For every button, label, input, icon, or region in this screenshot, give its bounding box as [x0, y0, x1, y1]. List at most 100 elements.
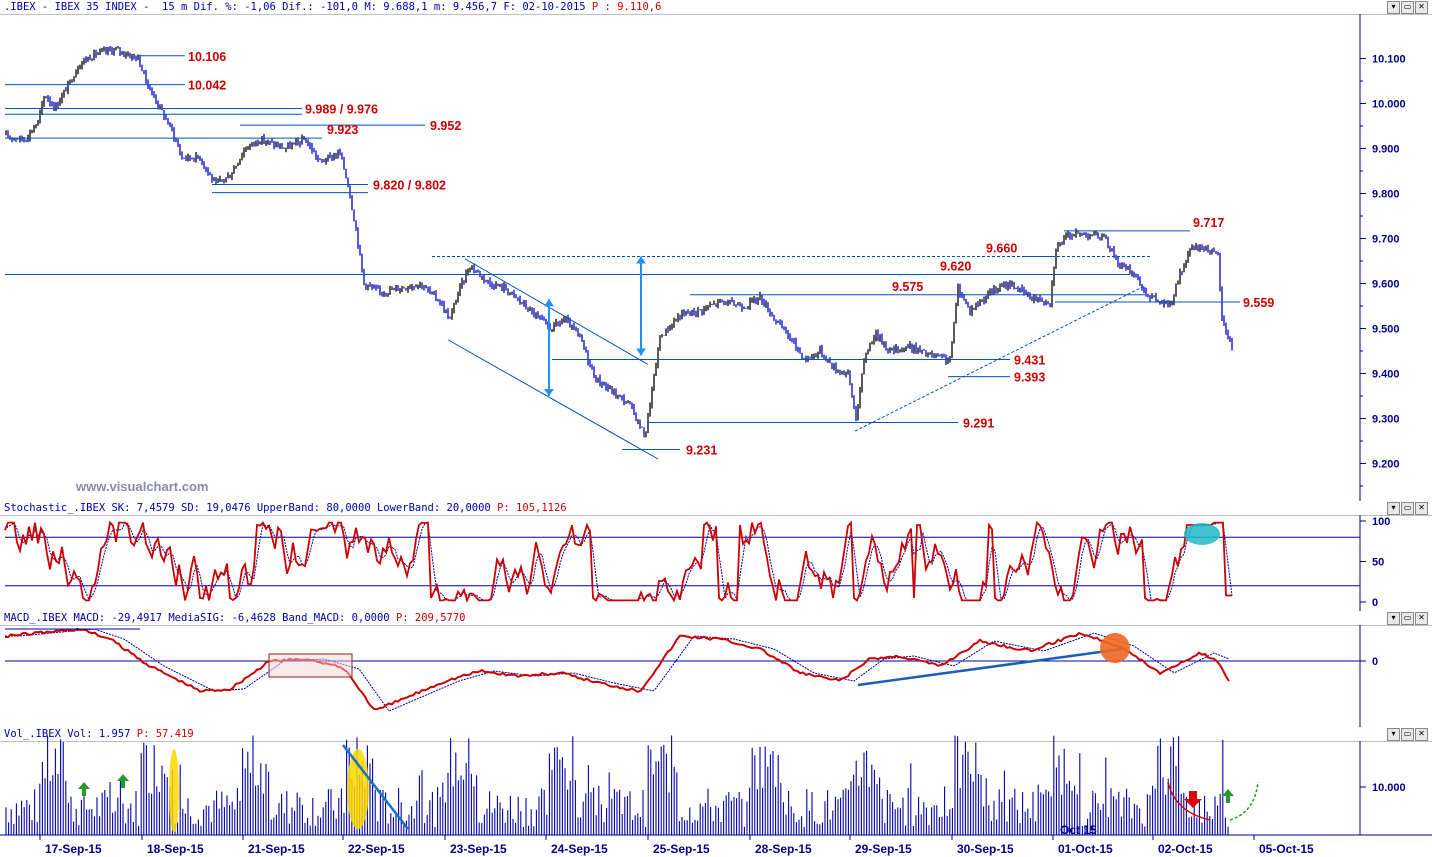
volume-chart[interactable]: 10.000 Oct 15 17-Sep-15 18-Sep-15 21-Sep-15 2… — [0, 727, 1432, 857]
x-axis-tick-label: 01-Oct-15 — [1058, 842, 1113, 856]
minimize-button[interactable]: ▾ — [1387, 1, 1400, 14]
green-up-arrow — [78, 782, 90, 796]
level-label: 9.393 — [1014, 371, 1045, 385]
volume-overlay-label: Oct 15 — [1060, 823, 1097, 837]
level-label: 9.231 — [686, 444, 717, 458]
stoch-header-value: P: 105,1126 — [497, 502, 567, 514]
macd-panel-buttons: ▾ ▭ ✕ — [1387, 612, 1428, 625]
maximize-button[interactable]: ▭ — [1401, 612, 1414, 625]
minimize-button[interactable]: ▾ — [1387, 502, 1400, 515]
macd-y-tick-label: 0 — [1372, 656, 1378, 668]
highlight-circle — [1100, 633, 1130, 663]
x-axis-tick-label: 30-Sep-15 — [957, 842, 1014, 856]
x-axis-tick-label: 29-Sep-15 — [855, 842, 912, 856]
level-label: 9.291 — [963, 417, 994, 431]
channel-lower-line — [447, 339, 659, 460]
price-header: .IBEX - IBEX 35 INDEX - 15 m Dif. %: -1,… — [4, 0, 661, 14]
close-button[interactable]: ✕ — [1415, 1, 1428, 14]
macd-signal-line — [5, 628, 1230, 712]
price-y-tick-label: 9.500 — [1372, 324, 1400, 336]
header-divider — [0, 741, 1432, 742]
vol-trend-line — [342, 744, 409, 830]
stoch-y-tick-label: 100 — [1372, 516, 1390, 528]
x-axis-tick-label: 23-Sep-15 — [450, 842, 507, 856]
macd-header: MACD_.IBEX MACD: -29,4917 MediaSIG: -6,4… — [4, 611, 465, 625]
level-label: 9.620 — [940, 260, 971, 274]
x-axis-tick-label: 17-Sep-15 — [45, 842, 102, 856]
price-panel: .IBEX - IBEX 35 INDEX - 15 m Dif. %: -1,… — [0, 0, 1432, 508]
close-button[interactable]: ✕ — [1415, 502, 1428, 515]
level-label: 9.989 / 9.976 — [305, 102, 378, 116]
green-up-arrow — [117, 774, 129, 788]
stochastic-chart[interactable]: 100 50 0 — [0, 501, 1432, 611]
price-y-tick-label: 9.200 — [1372, 459, 1400, 471]
highlight-ellipse — [1184, 523, 1220, 545]
header-divider — [0, 14, 1432, 15]
vol-header: Vol_.IBEX Vol: 1.957 P: 57.419 — [4, 727, 194, 741]
stoch-header: Stochastic_.IBEX SK: 7,4579 SD: 19,0476 … — [4, 501, 567, 515]
level-label: 10.042 — [188, 79, 226, 93]
measure-arrow-right-head-bottom — [636, 348, 646, 356]
stochastic-panel: Stochastic_.IBEX SK: 7,4579 SD: 19,0476 … — [0, 501, 1432, 611]
x-axis-tick-label: 24-Sep-15 — [551, 842, 608, 856]
price-y-tick-label: 10.100 — [1372, 54, 1406, 66]
green-up-arrow — [1222, 789, 1234, 803]
price-y-tick-label: 9.800 — [1372, 189, 1400, 201]
level-label: 9.660 — [986, 242, 1017, 256]
x-axis-tick-label: 25-Sep-15 — [653, 842, 710, 856]
level-label: 9.820 / 9.802 — [373, 179, 446, 193]
level-label: 9.559 — [1243, 296, 1274, 310]
price-y-tick-label: 9.400 — [1372, 369, 1400, 381]
macd-panel: MACD_.IBEX MACD: -29,4917 MediaSIG: -6,4… — [0, 611, 1432, 727]
x-axis-tick-label: 02-Oct-15 — [1158, 842, 1213, 856]
highlight-box — [268, 653, 353, 678]
x-axis-tick-label: 05-Oct-15 — [1259, 842, 1314, 856]
x-axis-tick-label: 21-Sep-15 — [248, 842, 305, 856]
price-chart[interactable]: 10.100 10.000 9.900 9.800 9.700 9.600 9.500 9.4… — [0, 0, 1432, 508]
price-y-tick-label: 9.300 — [1372, 414, 1400, 426]
red-down-arrow — [1184, 791, 1202, 808]
vol-header-value: P: 57.419 — [136, 728, 194, 740]
stoch-panel-buttons: ▾ ▭ ✕ — [1387, 502, 1428, 515]
watermark: www.visualchart.com — [75, 479, 208, 494]
price-y-tick-label: 9.700 — [1372, 234, 1400, 246]
minimize-button[interactable]: ▾ — [1387, 612, 1400, 625]
highlight-ellipse — [169, 749, 179, 833]
close-button[interactable]: ✕ — [1415, 728, 1428, 741]
channel-upper-line — [464, 258, 649, 365]
macd-chart[interactable]: 0 — [0, 611, 1432, 727]
green-dashed-curve — [1229, 781, 1259, 821]
measure-arrow-left-head-bottom — [544, 389, 554, 396]
volume-panel: Vol_.IBEX Vol: 1.957 P: 57.419 ▾ ▭ ✕ 10.… — [0, 727, 1432, 857]
maximize-button[interactable]: ▭ — [1401, 502, 1414, 515]
macd-line — [4, 627, 1230, 711]
macd-header-value: P: 209,5770 — [395, 612, 466, 624]
macd-trend-line — [857, 647, 1123, 687]
stoch-sk-line — [4, 520, 1232, 604]
maximize-button[interactable]: ▭ — [1401, 728, 1414, 741]
dashed-trend-line — [854, 285, 1146, 432]
highlight-ellipse — [347, 749, 369, 829]
price-y-tick-label: 9.900 — [1372, 144, 1400, 156]
price-y-tick-label: 10.000 — [1372, 99, 1406, 111]
stoch-header-text: Stochastic_.IBEX SK: 7,4579 SD: 19,0476 … — [4, 502, 498, 514]
close-button[interactable]: ✕ — [1415, 612, 1428, 625]
price-header-text: .IBEX - IBEX 35 INDEX - 15 m Dif. %: -1,… — [4, 1, 592, 13]
stoch-y-tick-label: 50 — [1372, 557, 1384, 569]
x-axis-tick-label: 18-Sep-15 — [147, 842, 204, 856]
red-curve — [1167, 781, 1211, 821]
vol-y-tick-label: 10.000 — [1372, 782, 1406, 794]
x-axis-tick-label: 28-Sep-15 — [755, 842, 812, 856]
minimize-button[interactable]: ▾ — [1387, 728, 1400, 741]
measure-arrow-left-head-top — [544, 299, 554, 307]
price-header-value: P : 9.110,6 — [591, 1, 662, 13]
level-label: 9.717 — [1193, 216, 1224, 230]
level-label: 9.575 — [892, 280, 923, 294]
vol-panel-buttons: ▾ ▭ ✕ — [1387, 728, 1428, 741]
stoch-y-tick-label: 0 — [1372, 597, 1378, 609]
level-label: 9.431 — [1014, 354, 1045, 368]
x-axis-tick-label: 22-Sep-15 — [348, 842, 405, 856]
level-label: 9.923 — [327, 123, 358, 137]
maximize-button[interactable]: ▭ — [1401, 1, 1414, 14]
header-divider — [0, 625, 1432, 626]
